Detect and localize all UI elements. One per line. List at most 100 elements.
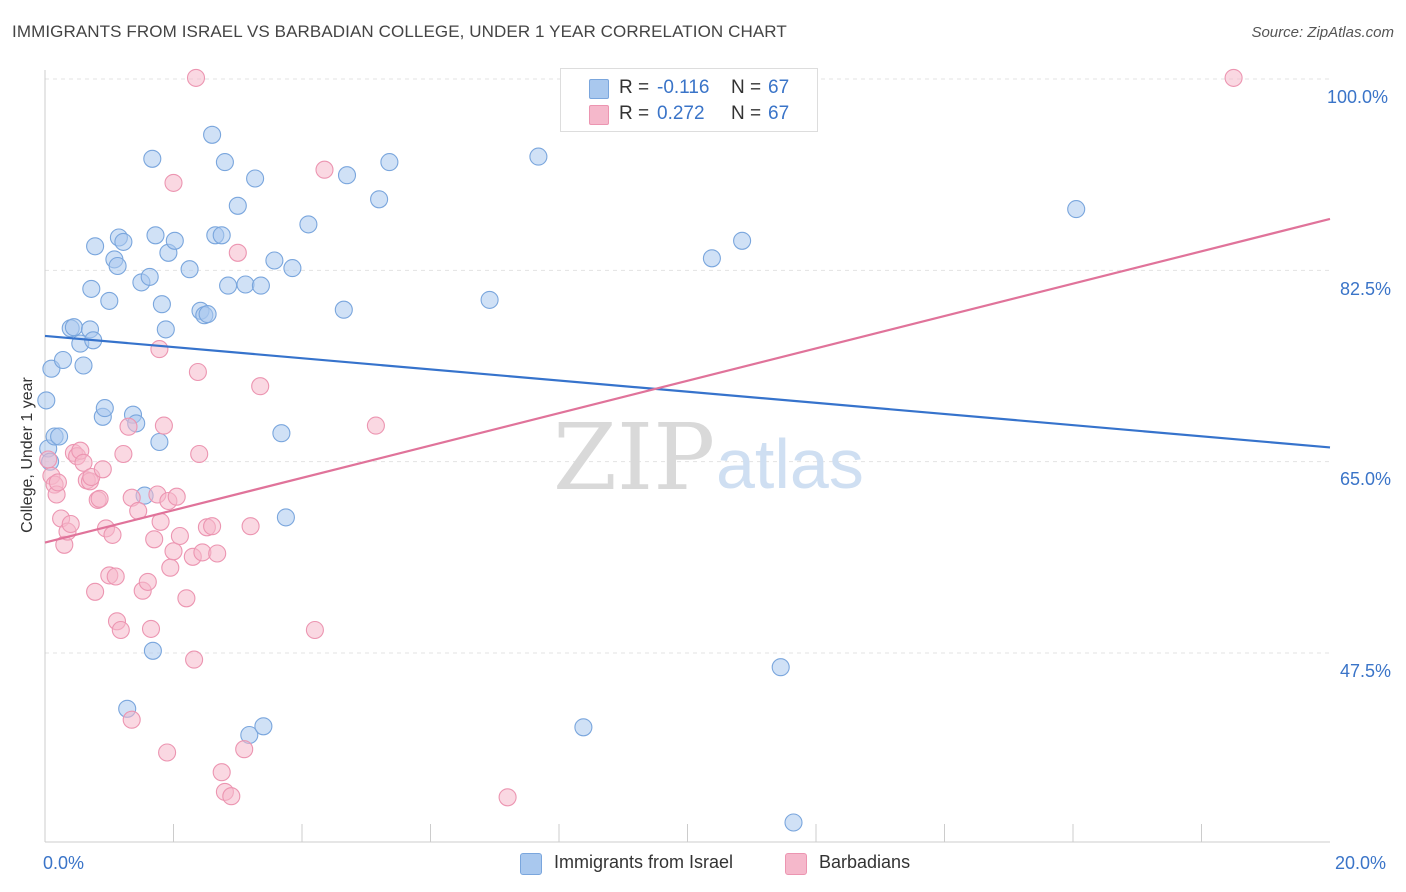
y-tick-label-82: 82.5% — [1340, 279, 1392, 299]
y-tick-label-47: 47.5% — [1340, 661, 1392, 681]
data-point-blue — [1067, 200, 1086, 219]
data-point-blue — [334, 300, 353, 319]
data-point-blue — [74, 356, 93, 375]
chart-title: IMMIGRANTS FROM ISRAEL VS BARBADIAN COLL… — [12, 22, 787, 41]
data-point-blue — [140, 267, 159, 286]
data-point-pink — [1224, 68, 1243, 87]
data-point-blue — [380, 153, 399, 172]
y-tick-label-100: 100.0% — [1327, 87, 1389, 107]
data-point-blue — [64, 318, 83, 337]
data-point-blue — [212, 226, 231, 245]
data-point-pink — [90, 489, 109, 508]
data-point-pink — [167, 487, 186, 506]
data-point-pink — [106, 567, 125, 586]
data-point-pink — [161, 558, 180, 577]
data-point-blue — [276, 508, 295, 527]
data-point-blue — [152, 295, 171, 314]
data-point-pink — [170, 526, 189, 546]
data-point-blue — [529, 147, 548, 166]
y-tick-label-65: 65.0% — [1340, 469, 1392, 489]
data-point-pink — [74, 453, 93, 472]
data-point-pink — [93, 460, 112, 479]
source-credit: Source: ZipAtlas.com — [1251, 24, 1394, 41]
bottom-legend-israel: Immigrants from Israel — [520, 852, 770, 876]
data-point-blue — [337, 166, 357, 185]
data-point-pink — [114, 444, 133, 464]
data-point-pink — [188, 362, 207, 382]
data-point-blue — [180, 260, 199, 279]
data-point-pink — [111, 620, 130, 640]
data-point-blue — [254, 717, 273, 736]
data-point-blue — [246, 169, 265, 188]
data-point-pink — [241, 517, 260, 536]
data-point-pink — [315, 160, 334, 179]
data-point-blue — [86, 237, 105, 256]
watermark: ZIP atlas — [553, 404, 864, 511]
data-point-blue — [165, 231, 184, 250]
data-point-blue — [198, 305, 217, 324]
data-point-pink — [235, 740, 254, 759]
data-point-pink — [48, 473, 67, 492]
legend-label-israel: Immigrants from Israel — [554, 852, 734, 872]
data-point-blue — [143, 149, 162, 168]
data-point-pink — [190, 444, 209, 464]
data-point-pink — [366, 416, 385, 435]
data-point-blue — [733, 231, 752, 250]
data-point-pink — [498, 788, 517, 807]
data-point-blue — [370, 190, 389, 209]
data-point-pink — [203, 517, 222, 536]
data-point-blue — [219, 276, 238, 295]
data-point-blue — [82, 279, 101, 298]
data-point-pink — [212, 763, 231, 782]
data-point-pink — [164, 173, 183, 192]
data-point-blue — [203, 125, 222, 144]
data-point-blue — [215, 153, 234, 172]
legend-n-label: N = — [731, 103, 762, 124]
data-point-pink — [177, 589, 196, 608]
data-point-pink — [164, 542, 183, 561]
bottom-legend-barbadians: Barbadians — [785, 852, 945, 876]
legend-r-value: -0.116 — [657, 77, 710, 98]
trend-line-pink — [44, 217, 1331, 544]
stats-legend: R = -0.116 N = 67 R = 0.272 N = 67 — [560, 68, 818, 132]
data-point-blue — [574, 718, 593, 737]
trend-line-blue — [44, 334, 1331, 449]
data-point-pink — [305, 620, 324, 640]
data-point-pink — [185, 650, 204, 669]
data-point-pink — [119, 417, 138, 436]
data-point-blue — [156, 320, 175, 339]
data-point-blue — [299, 215, 318, 234]
data-point-blue — [272, 424, 291, 443]
legend-r-value: 0.272 — [657, 103, 705, 124]
data-point-pink — [208, 544, 227, 563]
legend-r-label: R = — [619, 77, 650, 98]
legend-n-value: 67 — [768, 103, 790, 124]
data-point-blue — [114, 232, 133, 251]
legend-row-israel: R = -0.116 N = 67 — [561, 77, 817, 101]
legend-swatch-blue — [520, 853, 542, 875]
watermark-zip: ZIP — [553, 404, 715, 511]
data-point-blue — [37, 391, 56, 410]
data-point-blue — [265, 251, 284, 270]
legend-n-value: 67 — [768, 77, 790, 98]
data-point-pink — [61, 514, 80, 534]
data-point-pink — [150, 340, 169, 359]
data-point-blue — [702, 249, 721, 268]
legend-swatch-blue — [589, 79, 609, 99]
data-point-blue — [236, 275, 255, 294]
data-point-blue — [150, 432, 169, 452]
data-point-blue — [283, 259, 302, 278]
legend-swatch-pink — [589, 105, 609, 125]
data-point-pink — [145, 530, 164, 549]
data-point-pink — [154, 416, 173, 435]
legend-swatch-pink — [785, 853, 807, 875]
data-point-pink — [103, 525, 122, 544]
data-point-blue — [108, 256, 127, 276]
data-point-pink — [222, 787, 241, 806]
legend-r-label: R = — [619, 103, 650, 124]
data-point-blue — [784, 813, 803, 832]
data-point-pink — [86, 582, 105, 601]
data-point-pink — [122, 710, 141, 729]
data-point-blue — [771, 658, 790, 677]
